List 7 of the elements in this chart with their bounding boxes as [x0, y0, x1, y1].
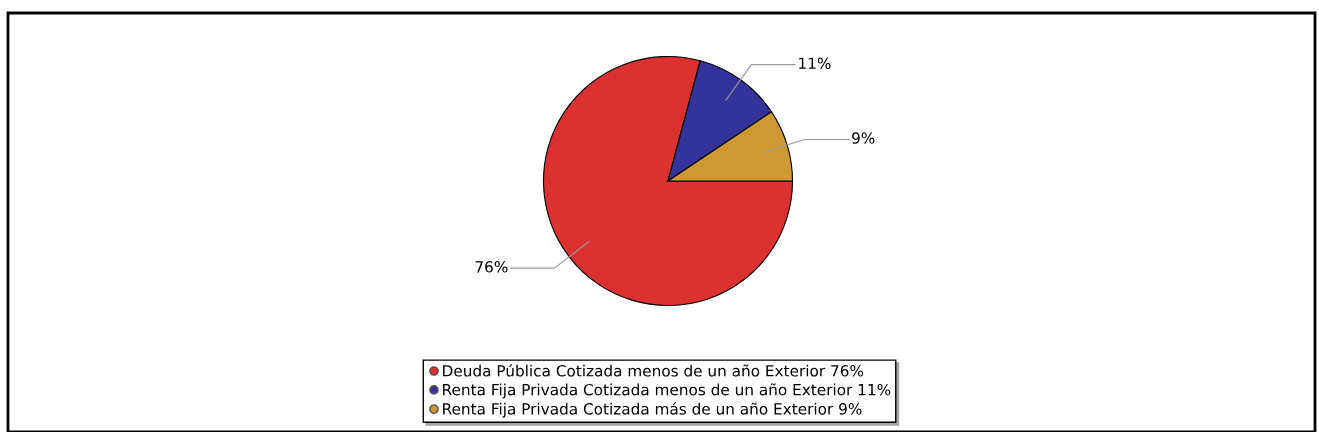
data-label: 11%	[799, 57, 831, 70]
legend-label: Deuda Pública Cotizada menos de un año Exterior 76%	[443, 364, 864, 377]
data-label: 9%	[852, 132, 875, 144]
data-label: 76%	[475, 261, 508, 273]
legend-label: Renta Fija Privada Cotizada menos de un año Exterior 11%	[443, 383, 891, 399]
pie-slice	[542, 55, 794, 307]
legend-label: Renta Fija Privada Cotizada más de un año Exterior 9%	[443, 402, 862, 418]
